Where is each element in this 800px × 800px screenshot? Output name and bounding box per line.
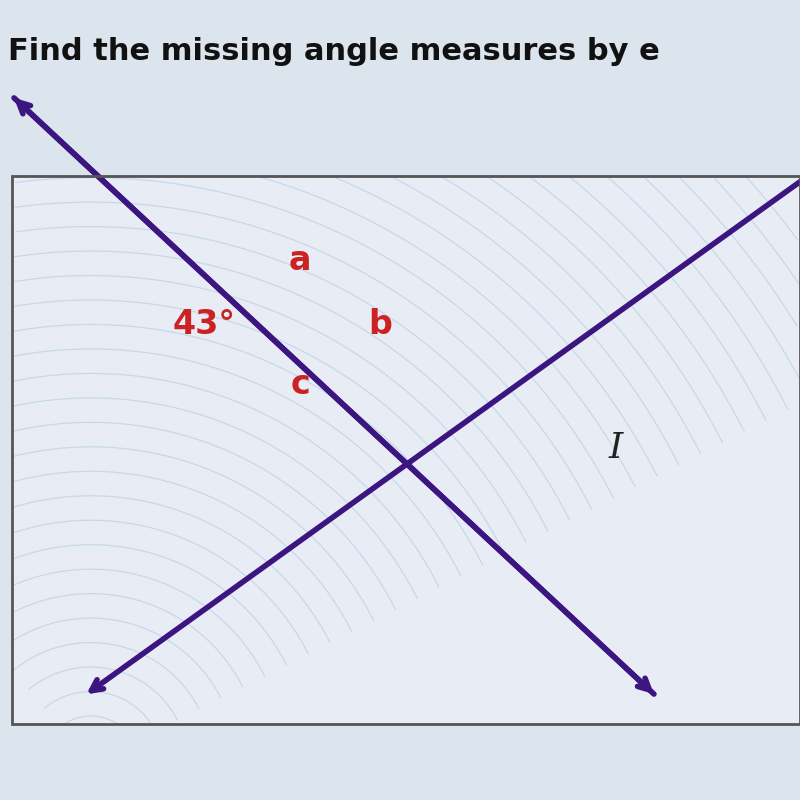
Text: c: c [290, 367, 310, 401]
Text: 43°: 43° [173, 307, 235, 341]
Text: b: b [368, 307, 392, 341]
Text: Find the missing angle measures by e: Find the missing angle measures by e [8, 38, 660, 66]
Text: I: I [609, 431, 623, 465]
Bar [12, 176, 800, 724]
Text: a: a [289, 243, 311, 277]
Bar [12, 176, 800, 724]
